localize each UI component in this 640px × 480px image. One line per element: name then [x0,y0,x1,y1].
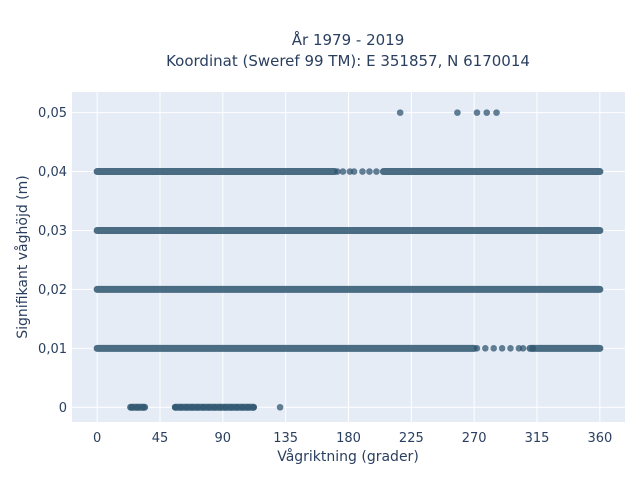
data-point [250,403,257,411]
data-point [493,109,500,116]
data-point [473,109,481,116]
data-point [139,403,147,411]
x-tick-label: 0 [93,431,101,446]
y-tick-label: 0,02 [38,283,67,298]
data-point [396,109,404,116]
data-point [519,345,527,352]
data-point [177,403,185,411]
data-point [183,403,190,411]
data-point [244,403,252,411]
chart-title-line2: Koordinat (Sweref 99 TM): E 351857, N 61… [166,52,530,70]
data-point [339,168,347,175]
data-point [233,403,241,411]
data-point [276,403,284,411]
data-point [373,168,380,175]
data-point [216,403,224,411]
x-axis-title: Vågriktning (grader) [277,448,419,465]
data-point [490,345,498,352]
data-point [134,403,141,411]
data-point [473,345,481,352]
data-point [194,403,201,411]
data-point [239,403,246,411]
data-point [366,168,373,175]
y-tick-label: 0,05 [38,106,67,121]
y-tick-label: 0,01 [38,342,67,357]
x-tick-label: 45 [152,431,169,446]
data-point [350,168,358,175]
data-point [211,403,218,411]
y-axis-title: Signifikant våghöjd (m) [14,175,31,338]
data-point [205,403,213,411]
y-tick-label: 0,03 [38,224,67,239]
data-point [507,345,514,352]
data-point [498,345,506,352]
x-tick-label: 225 [399,431,424,446]
x-tick-label: 135 [273,431,298,446]
data-point [188,403,196,411]
data-point [222,403,229,411]
chart-title-line1: År 1979 - 2019 [292,30,405,49]
data-point [482,345,489,352]
data-point [172,403,179,411]
x-tick-label: 315 [525,431,550,446]
data-point [227,403,235,411]
data-point [529,345,537,352]
data-points [93,109,604,411]
y-tick-label: 0 [59,401,67,416]
data-point [454,109,461,116]
data-point [359,168,366,175]
data-point [334,168,341,175]
x-tick-label: 90 [215,431,232,446]
data-point [199,403,207,411]
data-point [483,109,491,116]
data-point [128,403,136,411]
x-tick-label: 180 [336,431,361,446]
y-tick-label: 0,04 [38,165,67,180]
x-tick-label: 360 [587,431,612,446]
x-tick-label: 270 [462,431,487,446]
tick-labels: 0 45 90 135 180 225 270 315 360 0 0,01 0,02 0,03 0,04… [38,106,612,446]
